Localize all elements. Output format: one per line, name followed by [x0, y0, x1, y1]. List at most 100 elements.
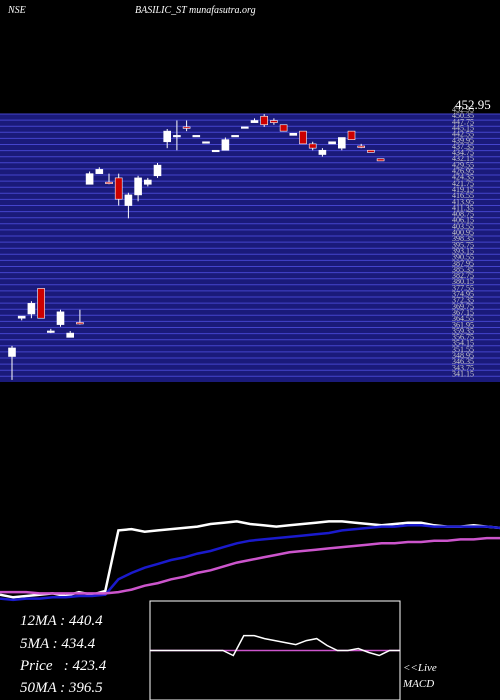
price-tick-label: 413.95	[452, 197, 474, 206]
price-tick-label: 385.35	[452, 265, 474, 274]
price-tick-label: 364.55	[452, 314, 474, 323]
ma-line-5ma	[0, 524, 500, 602]
candle-body	[8, 347, 16, 357]
moving-average-lines	[0, 520, 500, 602]
candle-body	[250, 120, 259, 123]
candle-body	[367, 149, 375, 153]
price-grid-bands	[0, 113, 500, 382]
price-tick-label: 382.75	[452, 271, 474, 280]
candle-body	[357, 145, 366, 148]
symbol-source-label: BASILIC_ST munafasutra.org	[135, 5, 256, 16]
price-tick-label: 426.95	[452, 167, 474, 176]
price-tick-label: 395.75	[452, 240, 474, 249]
price-tick-label: 437.35	[452, 142, 474, 151]
candle-body	[231, 135, 239, 138]
candle-body	[182, 126, 191, 129]
candle-body	[328, 141, 336, 145]
price-tick-label: 450.35	[452, 111, 474, 120]
macd-label: MACD	[403, 678, 435, 690]
top-price-label: 452.95	[455, 97, 491, 112]
price-tick-label: 380.15	[452, 277, 474, 286]
price-tick-label: 442.55	[452, 130, 474, 139]
price-tick-label: 411.35	[452, 203, 474, 212]
candle-body	[347, 130, 356, 140]
candle-body	[66, 332, 74, 338]
price-tick-label: 377.55	[452, 283, 474, 292]
price-tick-label: 390.55	[452, 253, 474, 262]
ma-line-50ma	[0, 536, 500, 595]
ma5-stat: 5MA : 434.4	[20, 636, 96, 652]
price-tick-label: 403.55	[452, 222, 474, 231]
candle-body	[241, 126, 249, 129]
ma12-stat: 12MA : 440.4	[20, 613, 103, 629]
price-tick-label: 359.35	[452, 326, 474, 335]
price-tick-label: 445.15	[452, 123, 474, 132]
candle-body	[37, 288, 45, 319]
price-stat: Price : 423.4	[20, 658, 107, 674]
candle-body	[270, 120, 278, 123]
price-tick-label: 452.95	[452, 105, 474, 114]
price-tick-label: 372.35	[452, 296, 474, 305]
candle-body	[114, 177, 123, 200]
candle-body	[76, 322, 84, 325]
candle-body	[376, 158, 385, 162]
price-tick-label: 348.95	[452, 351, 474, 360]
price-tick-label: 393.15	[452, 246, 474, 255]
price-tick-label: 421.75	[452, 179, 474, 188]
price-tick-label: 351.55	[452, 345, 474, 354]
candle-body	[260, 115, 269, 126]
candle-body	[134, 177, 142, 196]
price-tick-label: 424.35	[452, 173, 474, 182]
price-tick-label: 406.15	[452, 216, 474, 225]
candle-body	[289, 132, 298, 136]
candle-body	[27, 303, 36, 315]
price-tick-label: 439.95	[452, 136, 474, 145]
exchange-label: NSE	[8, 5, 26, 16]
price-tick-label: 374.95	[452, 290, 474, 299]
candle-body	[124, 194, 133, 206]
ma50-stat: 50MA : 396.5	[20, 680, 103, 696]
price-tick-label: 447.75	[452, 117, 474, 126]
candle-body	[153, 164, 162, 177]
price-tick-label: 432.15	[452, 154, 474, 163]
candle-body	[221, 139, 230, 151]
price-tick-label: 429.55	[452, 160, 474, 169]
price-tick-label: 434.75	[452, 148, 474, 157]
candle-body	[173, 135, 181, 138]
price-tick-label: 369.75	[452, 302, 474, 311]
candle-body	[144, 179, 152, 185]
candle-body	[46, 330, 55, 333]
price-tick-label: 400.95	[452, 228, 474, 237]
price-tick-label: 416.55	[452, 191, 474, 200]
macd-panel	[149, 600, 401, 700]
candle-body	[337, 137, 346, 149]
price-tick-label: 387.95	[452, 259, 474, 268]
candle-body	[105, 181, 113, 184]
candle-body	[318, 149, 327, 155]
price-tick-label: 354.15	[452, 339, 474, 348]
candle-body	[211, 149, 220, 153]
candle-body	[299, 130, 307, 145]
price-tick-label: 419.15	[452, 185, 474, 194]
candle-body	[192, 135, 201, 138]
candle-body	[202, 141, 210, 144]
live-link[interactable]: <<Live	[403, 662, 437, 674]
price-tick-label: 346.35	[452, 357, 474, 366]
right-price-scale: 452.95450.35447.75445.15442.55439.95437.…	[452, 105, 474, 378]
price-tick-label: 341.15	[452, 369, 474, 378]
candle-body	[279, 124, 288, 132]
price-tick-label: 398.35	[452, 234, 474, 243]
candlestick-series	[8, 114, 385, 380]
price-tick-label: 408.75	[452, 210, 474, 219]
price-tick-label: 356.75	[452, 333, 474, 342]
candle-body	[163, 130, 171, 143]
macd-line	[150, 634, 400, 657]
candle-body	[56, 311, 65, 325]
price-tick-label: 361.95	[452, 320, 474, 329]
price-tick-label: 343.75	[452, 363, 474, 372]
candle-body	[308, 143, 317, 149]
candle-body	[85, 173, 94, 185]
price-tick-label: 367.15	[452, 308, 474, 317]
candle-body	[95, 169, 104, 174]
